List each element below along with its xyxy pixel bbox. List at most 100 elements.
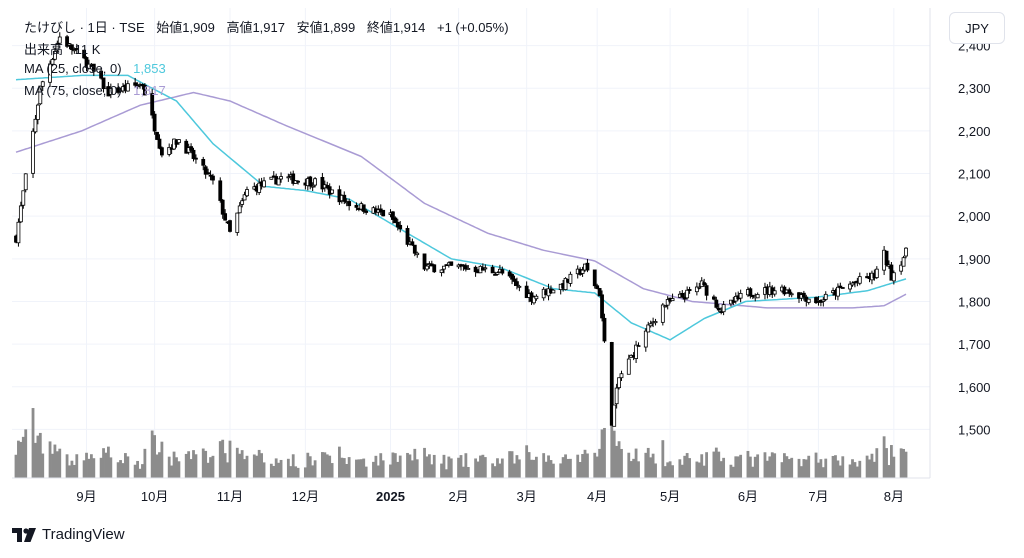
candle-body	[748, 288, 753, 297]
volume-bar	[376, 465, 380, 478]
volume-bar	[483, 457, 487, 478]
volume-bar	[338, 446, 341, 478]
volume-bar	[544, 461, 548, 478]
volume-bar	[678, 459, 682, 478]
volume-bar	[595, 456, 599, 478]
candle	[57, 32, 62, 46]
volume-bar	[629, 461, 633, 478]
candle-body	[203, 166, 208, 175]
volume-bar	[449, 458, 453, 478]
volume-bar	[192, 450, 195, 478]
volume-bar	[124, 453, 127, 478]
ma25-line	[15, 74, 907, 341]
candle	[84, 56, 89, 72]
candle-body	[493, 273, 497, 276]
candle	[381, 209, 386, 217]
candle	[262, 177, 266, 188]
volume-bar	[790, 457, 794, 478]
candle-body	[381, 209, 386, 217]
candle-body	[208, 174, 213, 177]
ma25-label: MA (25, close, 0)	[24, 61, 122, 76]
time-axis[interactable]: 9月 10月 11月 12月 2025 2月 3月 4月 5月 6月 7月 8月	[12, 8, 931, 504]
volume-bar	[432, 454, 436, 478]
candle-body	[361, 204, 366, 212]
volume-bar	[170, 465, 174, 478]
volume-bar	[415, 459, 419, 478]
ma75-value: 1,817	[133, 83, 166, 98]
volume-bar	[464, 453, 468, 478]
time-tick-label: 7月	[808, 489, 828, 504]
candle-body	[235, 212, 240, 233]
candle-body	[772, 290, 777, 295]
candle	[160, 146, 164, 158]
candle-body	[70, 44, 74, 50]
volume-bar	[206, 462, 210, 478]
candle	[395, 218, 400, 231]
candle-body	[515, 281, 519, 286]
volume-bar	[868, 459, 871, 478]
candle	[755, 292, 760, 299]
candle-body	[354, 204, 359, 208]
candle	[806, 298, 811, 305]
volume-bar	[430, 464, 434, 478]
candle-body	[473, 266, 478, 273]
candle	[439, 269, 444, 277]
candle-body	[609, 342, 614, 426]
candle	[422, 253, 427, 271]
volume-bar	[289, 466, 293, 478]
candle-body	[821, 299, 826, 302]
volume-bar	[515, 455, 519, 478]
candle-body	[685, 289, 690, 299]
candle	[568, 271, 573, 287]
candle	[643, 328, 648, 352]
candle	[398, 221, 403, 233]
candle-body	[449, 261, 454, 266]
volume-bar	[31, 408, 35, 478]
candle	[602, 313, 607, 343]
volume-bar	[313, 460, 317, 478]
volume-bar	[841, 456, 845, 478]
candle-body	[787, 289, 792, 294]
volume-bar	[620, 448, 623, 478]
candle-body	[634, 344, 638, 359]
candle-body	[142, 84, 147, 96]
volume-bar	[427, 454, 431, 478]
candle	[534, 294, 539, 301]
candle-body	[595, 285, 600, 289]
volume-bar	[143, 448, 147, 478]
volume-bar	[408, 454, 412, 478]
volume-bar	[493, 466, 497, 478]
candle	[330, 189, 335, 195]
volume-bar	[476, 461, 480, 478]
candle	[157, 134, 162, 150]
volume-bar	[714, 447, 718, 478]
volume-bar	[48, 441, 52, 478]
volume-bar	[875, 448, 879, 478]
volume-bar	[141, 464, 144, 478]
volume-bar	[491, 463, 495, 478]
candle	[532, 295, 536, 305]
candle	[177, 139, 181, 145]
volume-bar	[748, 456, 752, 478]
price-chart[interactable]: 2,4002,3002,2002,1002,0001,9001,8001,700…	[0, 0, 1024, 510]
candle-body	[714, 299, 719, 308]
volume-bar	[155, 454, 159, 478]
candle	[101, 77, 106, 93]
tradingview-logo[interactable]: TradingView	[12, 526, 125, 543]
candle	[694, 282, 699, 296]
candle	[614, 383, 619, 409]
candle-body	[840, 287, 845, 289]
volume-label: 出来高	[24, 42, 64, 57]
candle-body	[220, 199, 225, 215]
volume-bar	[851, 459, 854, 478]
time-tick-label: 3月	[517, 489, 537, 504]
candle	[653, 318, 658, 326]
volume-bar	[773, 453, 777, 478]
price-axis[interactable]: 2,4002,3002,2002,1002,0001,9001,8001,700…	[958, 39, 991, 438]
volume-bar	[530, 459, 533, 478]
currency-button[interactable]: JPY	[949, 12, 1005, 44]
candle	[738, 289, 743, 303]
candle	[612, 404, 617, 427]
volume-bar	[89, 454, 93, 478]
candle-body	[716, 307, 721, 311]
